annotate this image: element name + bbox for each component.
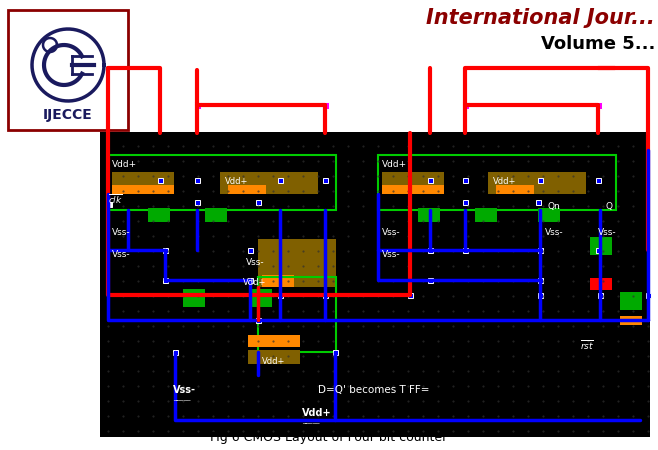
- Bar: [100, 132, 650, 437]
- Bar: [428, 278, 432, 283]
- Bar: [322, 292, 328, 297]
- Text: IJECCE: IJECCE: [43, 108, 93, 122]
- Bar: [463, 177, 467, 183]
- Text: Fig 6 CMOS Layout of Four bit counter: Fig 6 CMOS Layout of Four bit counter: [211, 431, 447, 444]
- Bar: [597, 292, 603, 297]
- Text: Vdd+: Vdd+: [263, 357, 286, 366]
- Bar: [220, 172, 318, 194]
- Bar: [620, 292, 642, 310]
- Bar: [378, 155, 616, 210]
- Bar: [108, 155, 336, 210]
- Bar: [595, 248, 601, 252]
- Bar: [496, 185, 534, 194]
- Text: Vdd+: Vdd+: [112, 160, 137, 169]
- Bar: [538, 177, 542, 183]
- Bar: [645, 292, 651, 297]
- Bar: [590, 237, 612, 255]
- Bar: [538, 278, 542, 283]
- Text: Vss-: Vss-: [173, 385, 196, 395]
- Text: Volume 5...: Volume 5...: [541, 35, 655, 53]
- Bar: [278, 248, 282, 252]
- Bar: [195, 177, 199, 183]
- Bar: [595, 177, 601, 183]
- Bar: [590, 278, 612, 290]
- Text: Q: Q: [605, 202, 612, 211]
- Bar: [332, 350, 338, 355]
- Text: Vss-: Vss-: [382, 250, 401, 259]
- Text: $\overline{rst}$: $\overline{rst}$: [580, 338, 594, 352]
- Bar: [262, 275, 294, 287]
- Bar: [407, 292, 413, 297]
- Bar: [475, 208, 497, 222]
- Bar: [193, 102, 201, 108]
- Bar: [107, 202, 111, 207]
- Bar: [538, 292, 542, 297]
- Text: Vdd+: Vdd+: [382, 160, 407, 169]
- Bar: [248, 335, 300, 347]
- Bar: [594, 102, 601, 108]
- Bar: [228, 185, 266, 194]
- Bar: [250, 289, 272, 307]
- Bar: [538, 248, 542, 252]
- Bar: [172, 350, 178, 355]
- Text: _____: _____: [173, 395, 191, 401]
- Text: Vss-: Vss-: [382, 228, 401, 237]
- Bar: [255, 318, 261, 323]
- Text: Vss-: Vss-: [598, 228, 617, 237]
- Text: International Jour...: International Jour...: [426, 8, 655, 28]
- Bar: [247, 248, 253, 252]
- Bar: [322, 248, 328, 252]
- Text: Vss-: Vss-: [545, 228, 564, 237]
- Text: Vss-: Vss-: [112, 250, 131, 259]
- Bar: [278, 177, 282, 183]
- Text: $\overline{clk}$: $\overline{clk}$: [108, 192, 123, 206]
- Bar: [258, 277, 336, 352]
- Bar: [258, 239, 336, 287]
- Bar: [112, 185, 174, 194]
- Text: _____: _____: [302, 418, 320, 424]
- Text: Vdd+: Vdd+: [225, 177, 248, 186]
- Text: Qn: Qn: [548, 202, 561, 211]
- Bar: [322, 177, 328, 183]
- Bar: [112, 172, 174, 194]
- Bar: [418, 208, 440, 222]
- Bar: [538, 208, 560, 222]
- Bar: [536, 199, 540, 204]
- Bar: [428, 177, 432, 183]
- Bar: [8, 10, 128, 130]
- Bar: [461, 102, 468, 108]
- Bar: [248, 350, 300, 364]
- Text: D=Q' becomes T FF=: D=Q' becomes T FF=: [318, 385, 430, 395]
- Bar: [183, 289, 205, 307]
- Bar: [205, 208, 227, 222]
- Bar: [163, 278, 168, 283]
- Bar: [247, 278, 253, 283]
- Bar: [428, 248, 432, 252]
- Bar: [620, 316, 642, 325]
- Bar: [148, 208, 170, 222]
- Text: Vss-: Vss-: [112, 228, 131, 237]
- Bar: [382, 185, 444, 194]
- Bar: [488, 172, 586, 194]
- Text: Vdd+: Vdd+: [493, 177, 517, 186]
- Bar: [322, 102, 328, 108]
- Bar: [278, 292, 282, 297]
- Text: Vdd+: Vdd+: [302, 408, 332, 418]
- Bar: [255, 199, 261, 204]
- Bar: [463, 248, 467, 252]
- Text: Vdd+: Vdd+: [243, 278, 266, 287]
- Text: Vss-: Vss-: [246, 258, 265, 267]
- Bar: [382, 172, 444, 194]
- Bar: [463, 199, 467, 204]
- Bar: [157, 177, 163, 183]
- Bar: [195, 199, 199, 204]
- Bar: [163, 248, 168, 252]
